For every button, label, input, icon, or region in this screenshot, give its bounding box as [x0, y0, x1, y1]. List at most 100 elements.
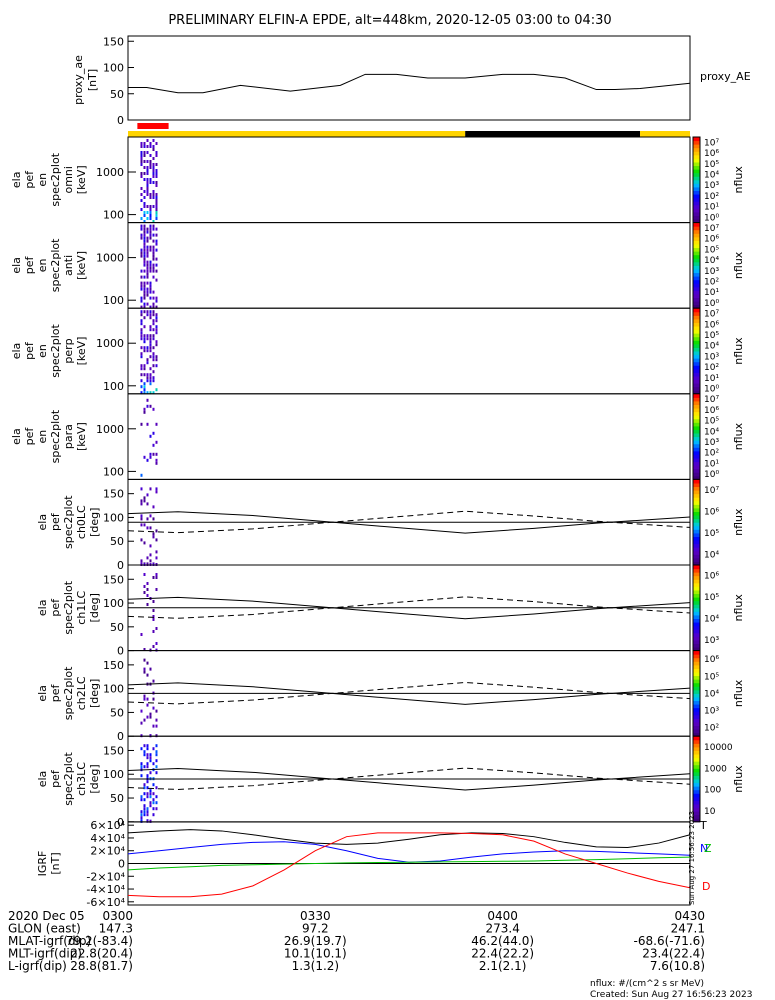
page-title: PRELIMINARY ELFIN-A EPDE, alt=448km, 202… [168, 13, 611, 28]
data-pixel [143, 220, 146, 223]
data-pixel [155, 807, 158, 811]
colorbar-cell [693, 629, 700, 634]
data-pixel [146, 211, 149, 214]
units-note: nflux: #/(cm^2 s sr MeV) [590, 979, 704, 989]
data-pixel [149, 349, 152, 353]
colorbar-cell [693, 582, 700, 587]
data-pixel [155, 205, 158, 208]
colorbar-cell [693, 493, 700, 498]
colorbar-label: nflux [732, 251, 745, 279]
colorbar-cell [693, 561, 700, 566]
colorbar-cell [693, 490, 700, 495]
colorbar-tick-label: 10⁵ [704, 529, 719, 539]
data-pixel [146, 715, 149, 719]
data-pixel [149, 340, 152, 344]
colorbar-tick-label: 10³ [704, 636, 719, 646]
data-pixel [143, 154, 146, 157]
footer-row-value: 0300 [102, 909, 133, 923]
colorbar-cell [693, 272, 700, 277]
axis-label: ela [36, 600, 49, 617]
colorbar-cell [693, 672, 700, 677]
data-pixel [155, 299, 158, 303]
data-pixel [146, 239, 149, 243]
data-pixel [149, 313, 152, 317]
footer-row-value: 2.1(2.1) [479, 959, 527, 973]
data-pixel [140, 305, 143, 309]
data-pixel [143, 325, 146, 329]
data-pixel [143, 293, 146, 297]
data-pixel [146, 594, 149, 597]
data-pixel [149, 804, 152, 808]
data-pixel [143, 239, 146, 243]
colorbar-cell [693, 258, 700, 263]
axis-label: ela [10, 428, 23, 445]
data-pixel [143, 410, 146, 414]
colorbar-cell [693, 265, 700, 270]
data-pixel [143, 281, 146, 285]
colorbar-cell [693, 818, 700, 823]
footer-row-value: 273.4 [485, 922, 519, 936]
data-pixel [140, 373, 143, 377]
data-pixel [149, 266, 152, 270]
data-pixel [143, 242, 146, 246]
colorbar-cell [693, 768, 700, 773]
data-pixel [149, 404, 152, 408]
data-pixel [155, 211, 158, 214]
colorbar-cell [693, 725, 700, 730]
colorbar-tick-label: 10³ [704, 181, 719, 191]
colorbar-cell [693, 154, 700, 159]
colorbar-cell [693, 286, 700, 291]
data-pixel [152, 322, 155, 326]
colorbar-cell [693, 522, 700, 527]
colorbar-cell [693, 190, 700, 195]
data-pixel [152, 370, 155, 374]
data-pixel [140, 287, 143, 291]
data-pixel [143, 205, 146, 208]
data-pixel [155, 227, 158, 231]
data-pixel [152, 224, 155, 228]
data-pixel [143, 810, 146, 814]
colorbar-tick-label: 10⁷ [704, 310, 719, 320]
data-pixel [143, 750, 146, 754]
data-pixel [146, 661, 149, 665]
colorbar-tick-label: 100 [704, 786, 721, 796]
colorbar-cell [693, 643, 700, 648]
data-pixel [152, 305, 155, 309]
colorbar-cell [693, 236, 700, 241]
pitch-angle-ch2: 0 50 100 150 ela pef spec2plot ch2LC [deg] 10² 10³… [36, 650, 745, 743]
data-pixel [155, 461, 158, 465]
data-pixel [143, 718, 146, 722]
colorbar-frame [692, 735, 701, 823]
data-pixel [146, 184, 149, 187]
colorbar-tick-label: 10⁶ [704, 149, 719, 159]
colorbar-cell [693, 186, 700, 191]
colorbar-tick-label: 10² [704, 724, 719, 734]
data-pixel [149, 795, 152, 799]
data-pixel [155, 257, 158, 261]
colorbar-cell [693, 415, 700, 420]
colorbar-cell [693, 796, 700, 801]
colorbar-cell [693, 365, 700, 370]
colorbar-cell [693, 675, 700, 680]
data-pixel [149, 756, 152, 760]
data-pixel [140, 721, 143, 725]
colorbar-cell [693, 500, 700, 505]
data-pixel [146, 795, 149, 799]
colorbar-cell [693, 511, 700, 516]
data-pixel [143, 792, 146, 796]
orbit-segment-light [128, 131, 466, 137]
data-pixel [143, 145, 146, 148]
colorbar-cell [693, 301, 700, 306]
data-pixel [146, 217, 149, 220]
data-pixel [152, 257, 155, 261]
data-pixel [149, 325, 152, 329]
data-pixel [149, 452, 152, 456]
data-pixel [155, 759, 158, 763]
data-pixel [146, 810, 149, 814]
colorbar-cell [693, 611, 700, 616]
data-pixel [140, 422, 143, 426]
data-pixel [152, 801, 155, 805]
ytick-label: 1000 [96, 337, 124, 350]
ytick-label: 4×10⁴ [90, 832, 125, 845]
data-pixel [155, 248, 158, 252]
